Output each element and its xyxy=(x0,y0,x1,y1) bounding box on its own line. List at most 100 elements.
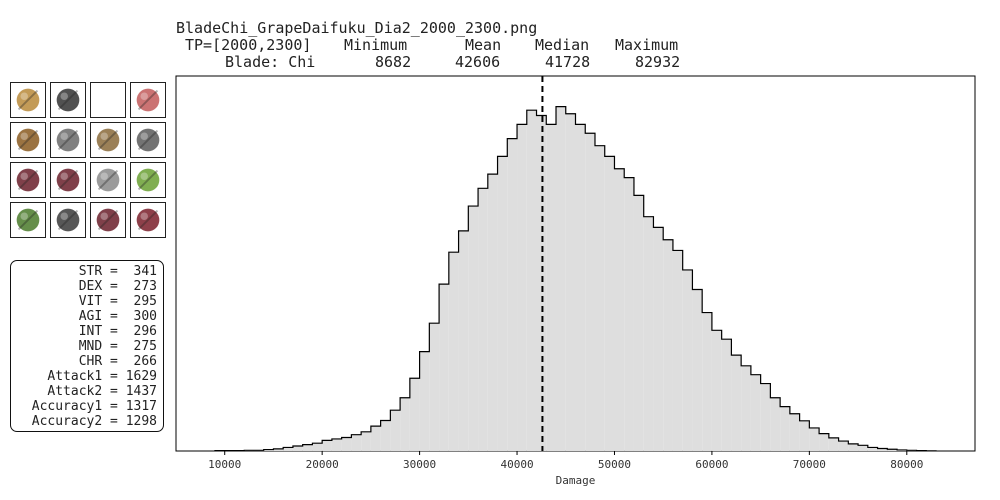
col-mean-value: 42606 xyxy=(455,53,501,71)
stat-label: AGI xyxy=(78,309,103,324)
stat-value: 1298 xyxy=(125,414,157,429)
histogram-bar xyxy=(789,413,800,451)
gloves-icon xyxy=(50,162,86,198)
stat-label: Attack1 xyxy=(47,369,103,384)
stat-equals: = xyxy=(102,399,126,414)
x-axis-label: Damage xyxy=(556,474,596,487)
col-median-value: 41728 xyxy=(545,53,591,71)
histogram-bar xyxy=(419,351,430,451)
histogram-outline xyxy=(214,106,937,452)
stat-value: 275 xyxy=(125,339,158,354)
x-tick-label: 10000 xyxy=(208,458,241,471)
col-minimum-name: Minimum xyxy=(344,36,408,54)
histogram-bar xyxy=(604,156,615,451)
col-maximum-name: Maximum xyxy=(615,36,679,54)
stat-label: MND xyxy=(78,339,103,354)
histogram-bar xyxy=(633,195,644,451)
stat-accuracy1: Accuracy1 = 1317 xyxy=(32,399,157,414)
histogram-bar xyxy=(429,323,440,451)
stat-chr: CHR = 266 xyxy=(79,354,157,369)
histogram-bar xyxy=(760,383,771,451)
histogram-bar xyxy=(838,441,849,451)
stat-label: CHR xyxy=(78,354,103,369)
histogram-bar xyxy=(370,426,381,451)
histogram-bar xyxy=(575,124,586,452)
histogram-bar xyxy=(867,447,878,451)
cape-icon xyxy=(10,202,46,238)
histogram-bar xyxy=(672,250,683,451)
histogram-bar xyxy=(351,434,362,451)
stat-label: Accuracy2 xyxy=(31,414,103,429)
histogram-bar xyxy=(711,330,722,451)
x-tick-label: 60000 xyxy=(695,458,728,471)
stat-equals: = xyxy=(102,414,126,429)
histogram-bar xyxy=(487,174,498,451)
stat-equals: = xyxy=(102,324,126,339)
x-tick-label: 40000 xyxy=(500,458,533,471)
histogram-bar xyxy=(546,124,557,452)
histogram-bar xyxy=(594,145,605,451)
legs-icon xyxy=(90,202,126,238)
histogram-bar xyxy=(770,397,781,451)
histogram-bar xyxy=(468,206,479,451)
stat-equals: = xyxy=(102,279,126,294)
histogram-bar xyxy=(585,133,595,451)
chart-filename: BladeChi_GrapeDaifuku_Dia2_2000_2300.png xyxy=(176,19,538,37)
staff-icon xyxy=(50,82,86,118)
empty-icon xyxy=(90,82,126,118)
stat-dex: DEX = 273 xyxy=(79,279,157,294)
helmet-icon xyxy=(50,122,86,158)
histogram-bar xyxy=(361,431,371,451)
ring-icon xyxy=(90,162,126,198)
histogram-bar xyxy=(682,269,693,451)
stat-value: 1629 xyxy=(125,369,157,384)
histogram-bar xyxy=(624,177,634,451)
stat-agi: AGI = 300 xyxy=(79,309,157,324)
earring-icon xyxy=(130,122,166,158)
histogram-bar xyxy=(497,156,508,451)
stat-str: STR = 341 xyxy=(79,264,157,279)
histogram-bar xyxy=(643,216,654,451)
histogram-bar xyxy=(741,365,751,451)
histogram-bar xyxy=(809,427,820,451)
histogram-bar xyxy=(263,449,274,451)
crystal-icon xyxy=(130,82,166,118)
histogram-bar xyxy=(302,444,313,451)
col-minimum-value: 8682 xyxy=(375,53,412,71)
stat-equals: = xyxy=(102,264,126,279)
col-median-name: Median xyxy=(535,36,590,54)
histogram-bar xyxy=(409,378,420,451)
histogram-bar xyxy=(750,374,761,451)
stat-int: INT = 296 xyxy=(79,324,157,339)
histogram-bar xyxy=(614,168,625,451)
sword-icon xyxy=(10,82,46,118)
stat-attack1: Attack1 = 1629 xyxy=(47,369,157,384)
histogram-bar xyxy=(448,252,459,451)
histogram-bar xyxy=(692,289,703,451)
histogram-bar xyxy=(341,437,352,451)
histogram-bar xyxy=(556,106,566,452)
histogram-bar xyxy=(780,406,790,451)
histogram-bar xyxy=(858,445,868,451)
histogram-bar xyxy=(848,443,859,451)
stat-equals: = xyxy=(102,339,126,354)
histogram-bar xyxy=(390,410,401,451)
histogram-bar xyxy=(721,339,732,451)
stat-equals: = xyxy=(102,369,126,384)
frame-icon xyxy=(10,122,46,158)
histogram-bar xyxy=(536,115,547,452)
histogram-bar xyxy=(322,440,332,451)
stat-equals: = xyxy=(102,294,126,309)
col-maximum-value: 82932 xyxy=(635,53,681,71)
histogram-bar xyxy=(478,188,488,452)
stat-equals: = xyxy=(102,384,126,399)
belt-icon xyxy=(50,202,86,238)
x-tick-label: 20000 xyxy=(306,458,339,471)
stat-value: 295 xyxy=(125,294,158,309)
stat-label: Attack2 xyxy=(47,384,103,399)
stat-accuracy2: Accuracy2 = 1298 xyxy=(32,414,157,429)
stat-value: 341 xyxy=(125,264,158,279)
stat-value: 273 xyxy=(125,279,158,294)
stat-vit: VIT = 295 xyxy=(79,294,157,309)
histogram-bar xyxy=(828,437,839,451)
